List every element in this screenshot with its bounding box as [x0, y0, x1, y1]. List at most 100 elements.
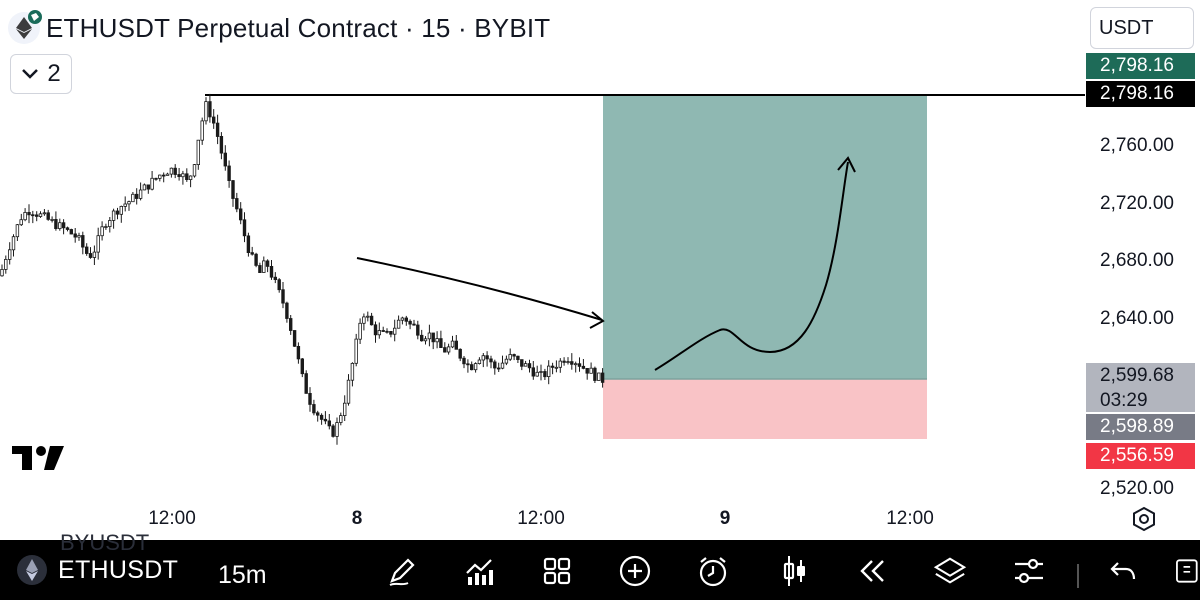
candle-down — [419, 334, 424, 342]
candle-up — [342, 402, 347, 417]
candle-down — [285, 302, 289, 319]
price-scale[interactable]: 2,798.16 2,798.16 2,760.00 2,720.00 2,68… — [1085, 0, 1200, 500]
pen-icon — [389, 558, 415, 586]
candle-up — [119, 205, 123, 215]
more-button[interactable] — [1172, 554, 1200, 588]
candle-up — [481, 355, 485, 361]
candle-down — [54, 218, 58, 229]
candle-down — [550, 365, 555, 368]
candle-down — [458, 348, 462, 359]
candle-up — [169, 167, 174, 175]
candle-up — [446, 346, 451, 353]
candle-up — [392, 327, 397, 335]
candle-up — [7, 249, 12, 260]
projection-curve-drawing[interactable] — [654, 156, 856, 371]
candle-down — [389, 330, 393, 335]
drawing-tools-button[interactable] — [385, 554, 419, 588]
chevron-down-icon — [22, 69, 39, 79]
undo-button[interactable] — [1106, 554, 1140, 588]
collapse-indicators-button[interactable]: 2 — [10, 54, 72, 94]
symbol-title[interactable]: ETHUSDT Perpetual Contract · 15 · BYBIT — [46, 12, 551, 43]
candle-down — [242, 219, 247, 237]
candle-down — [319, 414, 324, 420]
candle-up — [566, 361, 570, 364]
layouts-button[interactable] — [540, 554, 574, 588]
chart-settings-button[interactable] — [1130, 505, 1158, 533]
candle-down — [161, 174, 166, 177]
chart-canvas[interactable] — [0, 0, 1085, 500]
more-panel-icon — [1176, 559, 1198, 583]
candle-up — [77, 235, 81, 238]
sliders-icon — [1015, 558, 1043, 584]
candle-down — [527, 363, 532, 369]
candle-down — [296, 345, 301, 360]
time-label: 12:00 — [148, 508, 196, 529]
currency-selector[interactable]: USDT — [1090, 7, 1194, 49]
candle-up — [366, 315, 370, 318]
candle-down — [281, 289, 285, 304]
candle-down — [304, 373, 308, 394]
candle-up — [335, 422, 339, 437]
candle-down — [585, 367, 589, 374]
candle-down — [265, 260, 270, 267]
candle-down — [185, 173, 189, 181]
add-button[interactable] — [618, 554, 652, 588]
candle-up — [50, 218, 54, 221]
candle-up — [535, 371, 539, 377]
candle-up — [131, 193, 135, 203]
candle-down — [154, 177, 158, 180]
candle-down — [177, 174, 181, 177]
indicators-button[interactable] — [462, 554, 496, 588]
trend-arrow-drawing[interactable] — [356, 257, 605, 329]
candle-up — [400, 317, 405, 321]
candle-up — [204, 101, 208, 122]
candle-down — [489, 358, 493, 363]
chart-area[interactable] — [0, 0, 1085, 500]
candle-up — [262, 260, 266, 273]
candle-down — [273, 276, 277, 281]
last-price-tag: 2,599.68 — [1086, 363, 1195, 389]
candle-up — [123, 203, 127, 207]
candle-down — [219, 135, 224, 154]
candle-down — [61, 222, 66, 229]
candle-down — [531, 367, 535, 377]
candle-down — [300, 358, 304, 375]
stop-loss-zone[interactable] — [603, 379, 927, 439]
symbol-selector[interactable]: ETHUSDT — [16, 550, 178, 590]
candle-up — [19, 219, 23, 226]
objects-tree-button[interactable] — [933, 554, 967, 588]
candle-down — [577, 363, 582, 367]
settings-sliders-button[interactable] — [1012, 554, 1046, 588]
candle-down — [223, 152, 227, 167]
time-label: 12:00 — [517, 508, 565, 529]
candle-down — [369, 315, 374, 326]
toolbar-symbol: ETHUSDT — [58, 555, 179, 584]
chart-type-button[interactable] — [778, 554, 812, 588]
candle-down — [146, 184, 150, 190]
alerts-button[interactable] — [696, 554, 730, 588]
candle-up — [574, 363, 578, 366]
candle-up — [354, 338, 358, 364]
candle-down — [543, 371, 547, 378]
replay-button[interactable] — [855, 554, 889, 588]
candle-up — [558, 360, 562, 368]
candle-down — [134, 193, 139, 199]
candle-up — [11, 236, 16, 251]
chart-header: ETHUSDT Perpetual Contract · 15 · BYBIT — [8, 10, 550, 46]
candle-down — [88, 253, 93, 258]
candle-up — [427, 332, 432, 340]
interval-selector[interactable]: 15m — [218, 561, 267, 589]
candle-up — [58, 222, 62, 229]
ethereum-icon — [8, 10, 42, 44]
candle-down — [288, 318, 293, 331]
candle-up — [127, 201, 131, 205]
take-profit-zone[interactable] — [603, 95, 927, 379]
candle-down — [462, 357, 466, 365]
ethereum-icon — [17, 555, 47, 585]
candle-down — [593, 367, 597, 381]
candle-up — [142, 184, 147, 191]
candle-down — [238, 208, 243, 221]
candle-up — [554, 366, 559, 369]
time-axis[interactable]: 12:00 8 12:00 9 12:00 — [0, 500, 1085, 538]
candle-down — [600, 372, 605, 383]
